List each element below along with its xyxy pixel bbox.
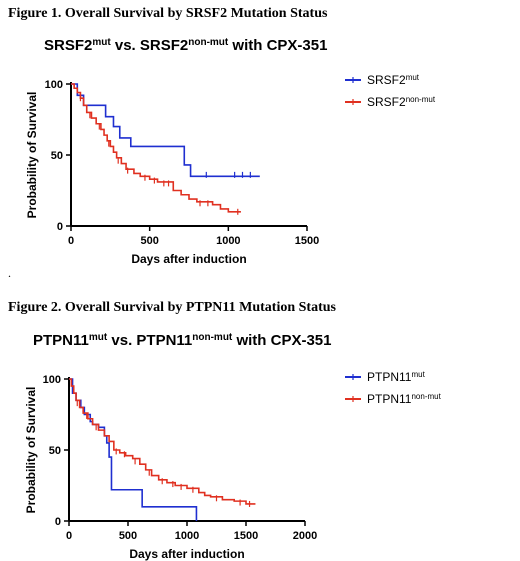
- chart-title-part: with CPX-351: [232, 332, 331, 349]
- legend-label-part: mut: [411, 370, 425, 379]
- x-tick-label: 1500: [295, 235, 319, 247]
- legend-label-part: SRSF2: [367, 95, 406, 109]
- chart-title-part: SRSF2: [44, 37, 92, 54]
- chart-title-part: non-mut: [192, 332, 233, 343]
- chart-title-part: vs. SRSF2: [111, 37, 189, 54]
- legend-label: SRSF2non-mut: [367, 95, 436, 110]
- y-tick-label: 50: [49, 445, 61, 457]
- chart-title-part: PTPN11: [33, 332, 89, 349]
- y-tick-label: 50: [51, 150, 63, 162]
- x-tick-label: 2000: [293, 530, 317, 542]
- separator-dot: .: [8, 266, 11, 280]
- chart-title-part: non-mut: [188, 37, 229, 48]
- legend-label: SRSF2mut: [367, 73, 420, 88]
- x-tick-label: 500: [119, 530, 137, 542]
- chart-title: SRSF2mut vs. SRSF2non-mut with CPX-351: [44, 37, 327, 55]
- chart-title-part: vs. PTPN11: [107, 332, 192, 349]
- chart-title-part: mut: [89, 332, 108, 343]
- legend-label: PTPN11non-mut: [367, 392, 442, 407]
- srsf2-survival-chart: SRSF2mut vs. SRSF2non-mut with CPX-35105…: [25, 37, 436, 267]
- ptpn11-survival-chart: PTPN11mut vs. PTPN11non-mut with CPX-351…: [24, 332, 442, 561]
- survival-curve-1: [69, 378, 256, 505]
- x-axis-label: Days after induction: [129, 547, 244, 561]
- legend-label-part: non-mut: [406, 95, 436, 104]
- x-tick-label: 0: [68, 235, 74, 247]
- legend-label-part: SRSF2: [367, 73, 406, 87]
- survival-curve-1: [71, 83, 241, 213]
- figure1-caption: Figure 1. Overall Survival by SRSF2 Muta…: [8, 6, 328, 21]
- x-tick-label: 1000: [216, 235, 240, 247]
- y-axis-label: Probability of Survival: [24, 387, 38, 514]
- survival-curve-0: [69, 378, 198, 521]
- x-axis-label: Days after induction: [131, 252, 246, 266]
- figure2-caption: Figure 2. Overall Survival by PTPN11 Mut…: [8, 300, 336, 315]
- survival-curve-0: [71, 83, 260, 178]
- chart-title: PTPN11mut vs. PTPN11non-mut with CPX-351: [33, 332, 331, 350]
- x-tick-label: 1000: [175, 530, 199, 542]
- y-tick-label: 100: [45, 79, 63, 91]
- legend-label-part: non-mut: [411, 392, 441, 401]
- x-tick-label: 500: [140, 235, 158, 247]
- y-tick-label: 0: [55, 516, 61, 528]
- legend-label-part: PTPN11: [367, 392, 412, 406]
- y-tick-label: 100: [43, 374, 61, 386]
- legend-label: PTPN11mut: [367, 370, 426, 385]
- legend-label-part: PTPN11: [367, 370, 412, 384]
- x-tick-label: 0: [66, 530, 72, 542]
- y-axis-label: Probability of Survival: [25, 92, 39, 219]
- legend-label-part: mut: [406, 73, 420, 82]
- chart-title-part: mut: [92, 37, 111, 48]
- x-tick-label: 1500: [234, 530, 258, 542]
- chart-title-part: with CPX-351: [228, 37, 327, 54]
- y-tick-label: 0: [57, 221, 63, 233]
